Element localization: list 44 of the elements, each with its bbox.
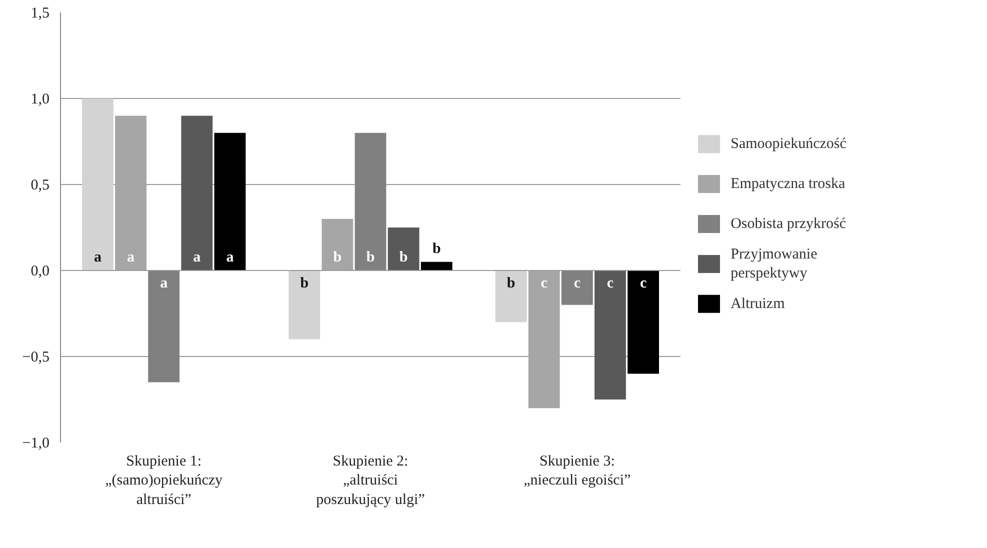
legend-label: Samoopiekuńczość bbox=[730, 136, 847, 152]
legend-label: Osobista przykrość bbox=[730, 216, 846, 232]
data-label: a bbox=[160, 276, 168, 292]
data-label: b bbox=[366, 250, 375, 266]
data-label: a bbox=[94, 250, 102, 266]
data-label: a bbox=[226, 250, 234, 266]
bar bbox=[495, 270, 527, 322]
bar bbox=[288, 270, 320, 340]
bar bbox=[354, 132, 386, 270]
legend-label: Altruizm bbox=[730, 296, 786, 312]
y-tick-label: −1,0 bbox=[22, 436, 50, 452]
y-tick-label: 0,5 bbox=[30, 178, 50, 194]
y-tick-label: −0,5 bbox=[22, 350, 50, 366]
bar bbox=[115, 116, 146, 270]
data-label: b bbox=[506, 276, 516, 292]
bar bbox=[528, 270, 560, 408]
data-label: b bbox=[300, 276, 309, 292]
data-label: c bbox=[606, 276, 614, 292]
bar bbox=[388, 228, 420, 270]
x-tick-label: Skupienie 2: „altruiści poszukujący ulgi” bbox=[316, 454, 425, 508]
bar bbox=[628, 270, 660, 374]
bar bbox=[561, 270, 593, 305]
x-tick-label: Skupienie 1: „(samo)opiekuńczy altruiści” bbox=[105, 454, 224, 508]
legend-label: Przyjmowanie perspektywy bbox=[730, 246, 818, 282]
y-tick-label: 1,0 bbox=[30, 92, 50, 108]
y-tick-label: 1,5 bbox=[30, 6, 50, 22]
bar bbox=[148, 270, 180, 382]
data-label: a bbox=[127, 250, 136, 266]
y-tick-label: 0,0 bbox=[30, 264, 50, 280]
data-label: a bbox=[193, 250, 202, 266]
bar bbox=[594, 270, 626, 400]
bar bbox=[214, 132, 246, 270]
data-label: b bbox=[399, 250, 408, 266]
bar bbox=[322, 218, 354, 270]
x-tick-label: Skupienie 3: „nieczuli egoiści” bbox=[524, 454, 631, 489]
data-label: b bbox=[432, 240, 441, 257]
bar bbox=[82, 98, 114, 270]
bar bbox=[181, 116, 213, 270]
bar bbox=[420, 262, 452, 270]
data-label: c bbox=[540, 276, 548, 292]
data-label: c bbox=[640, 276, 647, 292]
data-label: b bbox=[333, 250, 342, 266]
legend-label: Empatyczna troska bbox=[730, 176, 846, 192]
data-label: c bbox=[574, 276, 581, 292]
